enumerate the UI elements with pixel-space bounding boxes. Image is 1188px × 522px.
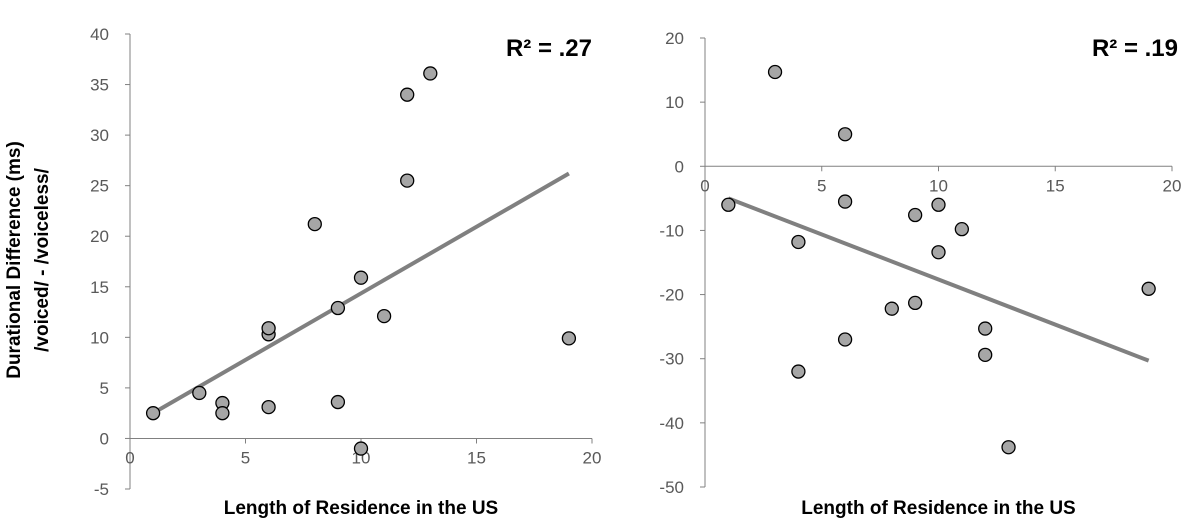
data-point (839, 333, 852, 346)
y-tick-label: -20 (659, 286, 684, 305)
y-tick-label: -5 (94, 480, 109, 499)
data-point (147, 407, 160, 420)
trendline (728, 198, 1148, 360)
data-point (424, 67, 437, 80)
x-tick-label: 20 (583, 448, 602, 467)
data-point (909, 209, 922, 222)
data-point (839, 128, 852, 141)
data-point (193, 386, 206, 399)
y-tick-label: 30 (90, 126, 109, 145)
y-tick-label: 35 (90, 76, 109, 95)
data-point (909, 296, 922, 309)
x-tick-label: 15 (1046, 176, 1065, 195)
y-axis-title: Durational Difference (ms) /voiced/ - /vo… (4, 141, 53, 379)
x-tick-label: 10 (929, 176, 948, 195)
x-axis-title: Length of Residence in the US (801, 498, 1075, 519)
data-point (979, 322, 992, 335)
y-tick-label: 10 (665, 93, 684, 112)
x-tick-label: 0 (700, 176, 709, 195)
data-point (932, 246, 945, 259)
y-axis-title-line: Durational Difference (ms) (4, 141, 25, 379)
data-point (839, 195, 852, 208)
x-tick-label: 5 (241, 448, 250, 467)
data-point (885, 302, 898, 315)
y-tick-label: 0 (675, 157, 684, 176)
data-point (562, 332, 575, 345)
data-point (792, 235, 805, 248)
y-tick-label: -50 (659, 478, 684, 497)
y-axis-title-line: /voiced/ - /voiceless/ (32, 167, 53, 351)
x-tick-label: 15 (467, 448, 486, 467)
y-tick-label: 40 (90, 25, 109, 44)
y-tick-label: 5 (100, 379, 109, 398)
y-tick-label: 20 (90, 227, 109, 246)
y-tick-label: 25 (90, 177, 109, 196)
data-point (378, 310, 391, 323)
y-tick-label: 0 (100, 429, 109, 448)
data-point (401, 88, 414, 101)
x-tick-label: 0 (125, 448, 134, 467)
data-point (979, 348, 992, 361)
data-point (355, 271, 368, 284)
data-point (262, 401, 275, 414)
r-squared-annotation: R² = .27 (506, 35, 592, 62)
y-tick-label: 10 (90, 328, 109, 347)
y-tick-label: -10 (659, 221, 684, 240)
data-point (1002, 441, 1015, 454)
x-tick-label: 5 (817, 176, 826, 195)
data-point (932, 198, 945, 211)
trendline (153, 174, 569, 414)
data-point (722, 198, 735, 211)
chart-right-scatter: -50 -40 -30 -20 -10 0 10 20 0 5 10 15 20 Length of Re… (659, 29, 1181, 519)
data-point (216, 407, 229, 420)
data-point (308, 218, 321, 231)
data-point (955, 223, 968, 236)
y-tick-label: -30 (659, 350, 684, 369)
data-point (262, 322, 275, 335)
data-point (331, 302, 344, 315)
data-point (792, 365, 805, 378)
data-point (401, 174, 414, 187)
y-tick-label: -40 (659, 414, 684, 433)
y-tick-label: 15 (90, 278, 109, 297)
x-tick-label: 20 (1163, 176, 1182, 195)
x-axis-title: Length of Residence in the US (224, 498, 498, 519)
data-point (769, 65, 782, 78)
data-point (355, 442, 368, 455)
data-point (331, 396, 344, 409)
r-squared-annotation: R² = .19 (1092, 35, 1178, 62)
data-point (1142, 282, 1155, 295)
y-tick-label: 20 (665, 29, 684, 48)
